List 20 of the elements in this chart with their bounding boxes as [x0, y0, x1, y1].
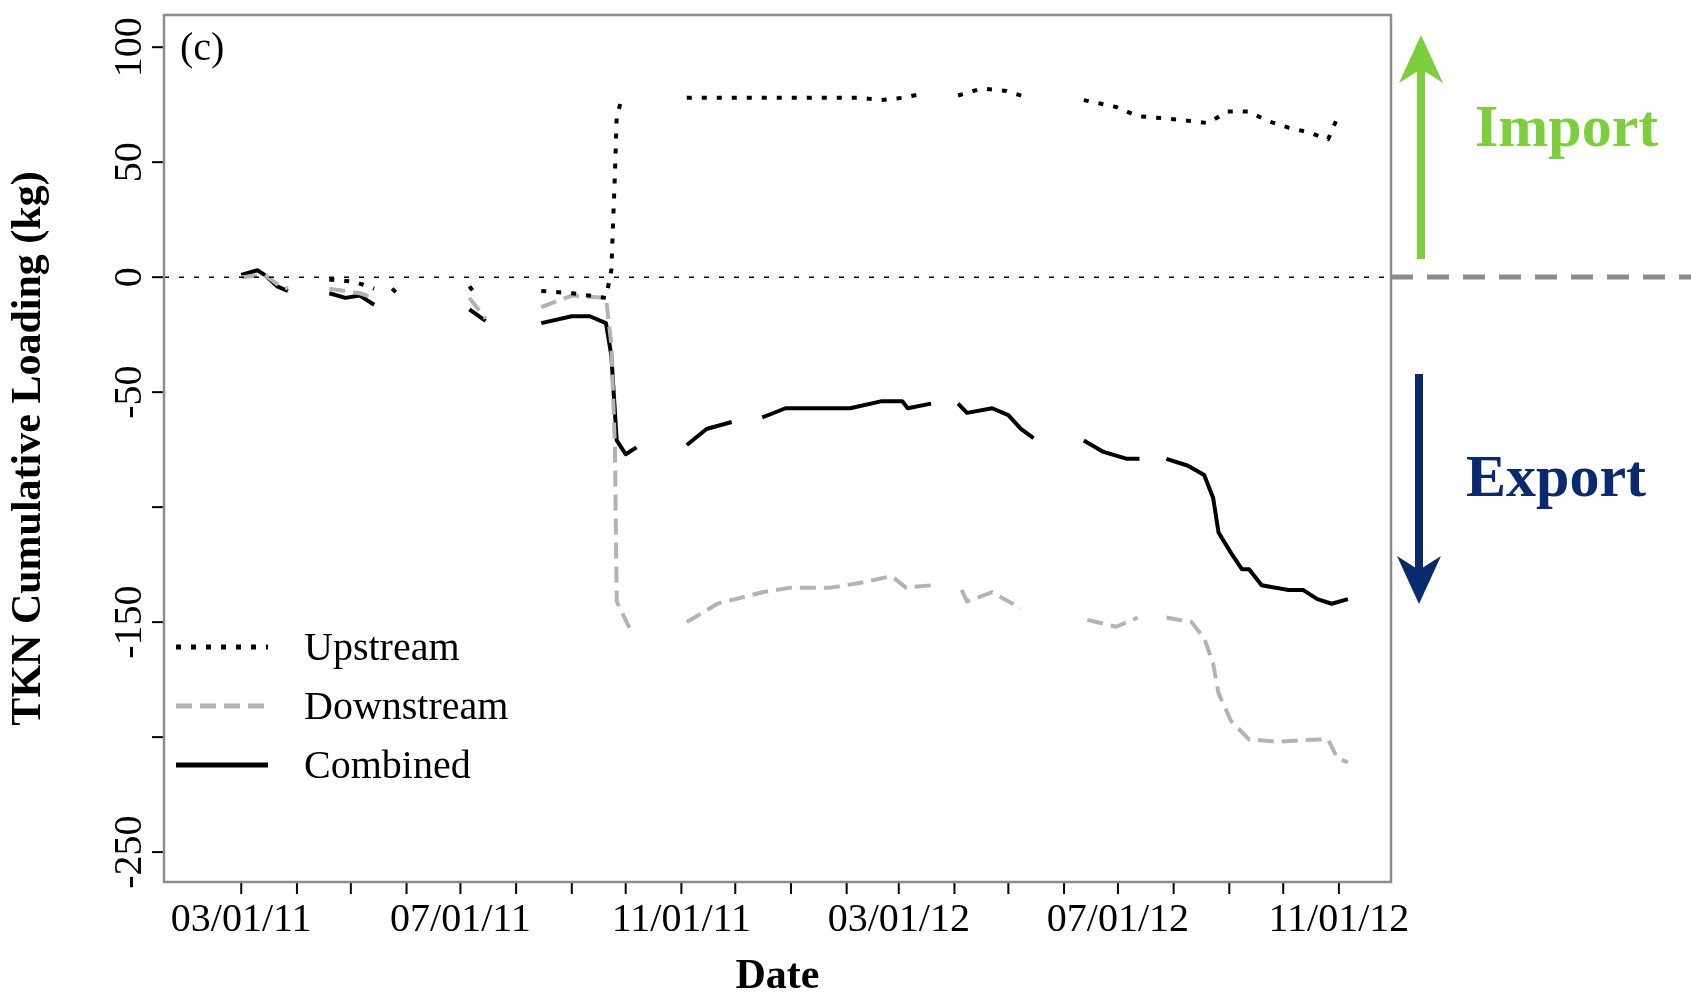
x-tick-label: 03/01/11: [170, 894, 312, 940]
text: Import: [1475, 92, 1659, 162]
annotation: (c): [180, 23, 225, 70]
legend-label: Downstream: [304, 682, 509, 730]
y-tick-label: 50: [104, 142, 150, 183]
x-tick-label: 11/01/11: [611, 894, 752, 940]
x-tick-label: 03/01/12: [827, 894, 970, 940]
y-tick-label: -50: [104, 365, 150, 419]
legend-label: Upstream: [304, 623, 460, 671]
legend-label: Combined: [304, 741, 471, 789]
y-tick-label: 100: [104, 17, 150, 78]
y-tick-label: -150: [104, 585, 150, 659]
x-tick-label: 07/01/11: [390, 894, 531, 940]
x-tick-label: 11/01/12: [1268, 894, 1410, 940]
y-tick-label: 0: [104, 267, 150, 288]
x-tick-label: 07/01/12: [1046, 894, 1190, 940]
y-axis-title: TKN Cumulative Loading (kg): [3, 171, 51, 726]
y-tick-label: -250: [104, 815, 150, 889]
text: Export: [1466, 442, 1646, 512]
x-axis-title: Date: [735, 950, 820, 997]
